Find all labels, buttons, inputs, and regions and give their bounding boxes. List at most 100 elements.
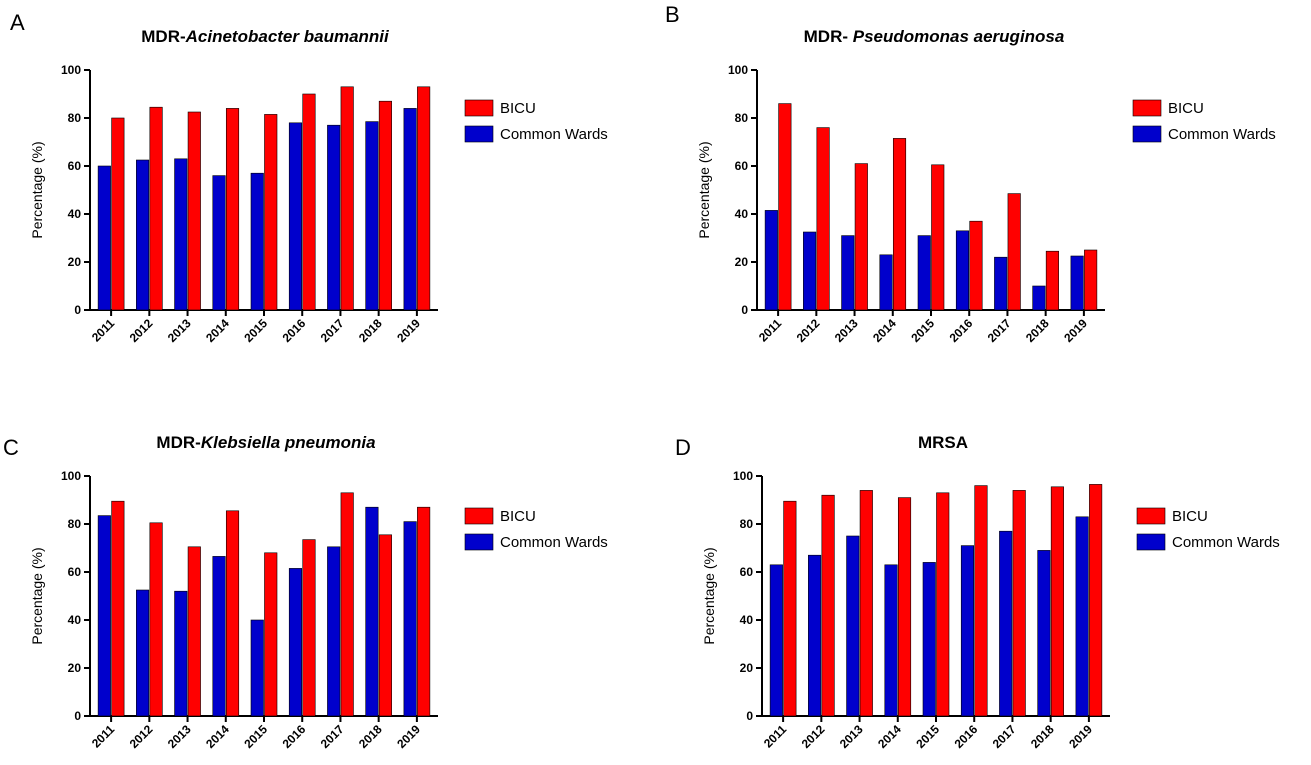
- x-tick-label: 2015: [241, 722, 270, 751]
- y-axis-label: Percentage (%): [701, 547, 717, 644]
- bar-common-wards-2011: [769, 564, 783, 717]
- x-tick-label: 2017: [318, 722, 347, 751]
- bar-bicu-2011: [783, 500, 797, 717]
- x-tick-label: 2014: [203, 316, 232, 345]
- bar-bicu-2018: [378, 100, 392, 311]
- chart-panel-b: B MDR- Pseudomonas aeruginosa 0 20 40 60 80 100…: [665, 2, 1276, 345]
- bar-common-wards-2015: [917, 235, 931, 311]
- bar-bicu-2011: [111, 117, 125, 311]
- y-tick-label: 0: [74, 303, 81, 317]
- y-tick-label: 20: [740, 661, 754, 675]
- bar-common-wards-2018: [1037, 550, 1051, 717]
- legend-swatch-bicu: [464, 507, 494, 525]
- y-tick-label: 60: [735, 159, 749, 173]
- bar-common-wards-2018: [365, 121, 379, 311]
- bar-common-wards-2014: [212, 175, 226, 311]
- y-tick-label: 0: [74, 709, 81, 723]
- x-tick-label: 2019: [1061, 316, 1090, 345]
- bar-bicu-2014: [892, 138, 907, 311]
- legend-label-common-wards: Common Wards: [500, 126, 608, 143]
- bar-common-wards-2017: [994, 256, 1008, 311]
- y-tick-label: 100: [728, 63, 748, 77]
- bar-common-wards-2011: [97, 515, 111, 717]
- x-tick-label: 2013: [165, 722, 194, 751]
- legend-label-bicu: BICU: [500, 100, 536, 117]
- bar-bicu-2016: [969, 220, 983, 311]
- chart-title: MDR-Acinetobacter baumannii: [141, 27, 390, 46]
- bar-bicu-2013: [187, 546, 201, 717]
- chart-title-prefix: MDR-: [156, 433, 200, 452]
- y-tick-label: 40: [68, 613, 82, 627]
- x-tick-label: 2015: [241, 316, 270, 345]
- y-axis-label: Percentage (%): [29, 547, 45, 644]
- y-tick-label: 20: [68, 661, 82, 675]
- legend-swatch-common-wards: [1132, 125, 1162, 143]
- legend-swatch-common-wards: [464, 125, 494, 143]
- x-tick-label: 2018: [1023, 316, 1052, 345]
- bar-bicu-2016: [974, 485, 988, 717]
- x-tick-label: 2018: [356, 316, 385, 345]
- y-axis-label: Percentage (%): [696, 141, 712, 238]
- bar-bicu-2013: [854, 163, 868, 311]
- bar-common-wards-2013: [841, 235, 855, 311]
- bar-common-wards-2019: [403, 108, 417, 311]
- x-tick-label: 2016: [280, 722, 309, 751]
- legend-label-common-wards: Common Wards: [1168, 126, 1276, 143]
- x-tick-label: 2012: [794, 316, 823, 345]
- chart-title-organism: Acinetobacter baumannii: [185, 27, 390, 46]
- bar-bicu-2014: [897, 497, 912, 717]
- y-tick-label: 60: [68, 159, 82, 173]
- chart-panel-a: A MDR-Acinetobacter baumannii 0 20 40 60 80 100…: [10, 10, 608, 345]
- panel-letter: A: [10, 10, 25, 35]
- panel-letter: C: [3, 435, 19, 460]
- bar-common-wards-2012: [136, 159, 150, 311]
- x-tick-label: 2016: [280, 316, 309, 345]
- legend-label-bicu: BICU: [500, 508, 536, 525]
- chart-title-prefix: MRSA: [918, 433, 968, 452]
- bar-common-wards-2014: [884, 564, 898, 717]
- bar-common-wards-2012: [803, 231, 817, 311]
- y-tick-label: 60: [740, 565, 754, 579]
- x-tick-label: 2012: [127, 316, 156, 345]
- bar-bicu-2015: [936, 492, 950, 717]
- bar-common-wards-2016: [955, 230, 970, 311]
- chart-title: MRSA: [918, 433, 968, 452]
- chart-title-prefix: MDR-: [141, 27, 185, 46]
- x-tick-label: 2015: [913, 722, 942, 751]
- bar-bicu-2015: [264, 552, 278, 717]
- bar-bicu-2017: [1012, 490, 1026, 717]
- x-tick-label: 2014: [875, 722, 904, 751]
- panel-letter: B: [665, 2, 680, 27]
- x-tick-label: 2019: [394, 722, 423, 751]
- bar-bicu-2011: [111, 500, 125, 717]
- bar-common-wards-2016: [960, 545, 975, 717]
- legend-swatch-bicu: [1136, 507, 1166, 525]
- bar-common-wards-2013: [174, 590, 188, 717]
- x-tick-label: 2018: [356, 722, 385, 751]
- chart-panel-c: C MDR-Klebsiella pneumonia 0 20 40 60 80 100 Per…: [3, 433, 608, 751]
- legend-swatch-common-wards: [1136, 533, 1166, 551]
- x-tick-label: 2011: [89, 722, 118, 751]
- x-tick-label: 2011: [89, 316, 118, 345]
- y-tick-label: 40: [740, 613, 754, 627]
- bar-bicu-2014: [225, 510, 240, 717]
- bar-common-wards-2015: [250, 619, 264, 717]
- y-tick-label: 40: [735, 207, 749, 221]
- bar-bicu-2011: [778, 103, 792, 311]
- bar-common-wards-2012: [808, 554, 822, 717]
- x-tick-label: 2011: [761, 722, 790, 751]
- x-tick-label: 2013: [832, 316, 861, 345]
- y-tick-label: 100: [61, 469, 81, 483]
- legend-label-bicu: BICU: [1168, 100, 1204, 117]
- bar-common-wards-2011: [97, 165, 111, 311]
- bar-common-wards-2013: [174, 158, 188, 311]
- x-tick-label: 2013: [837, 722, 866, 751]
- bar-common-wards-2019: [1075, 516, 1089, 717]
- bar-common-wards-2014: [212, 556, 226, 717]
- x-tick-label: 2019: [1066, 722, 1095, 751]
- x-tick-label: 2011: [756, 316, 785, 345]
- x-tick-label: 2017: [318, 316, 347, 345]
- bar-common-wards-2018: [1032, 285, 1046, 311]
- y-axis-label: Percentage (%): [29, 141, 45, 238]
- x-tick-label: 2017: [985, 316, 1014, 345]
